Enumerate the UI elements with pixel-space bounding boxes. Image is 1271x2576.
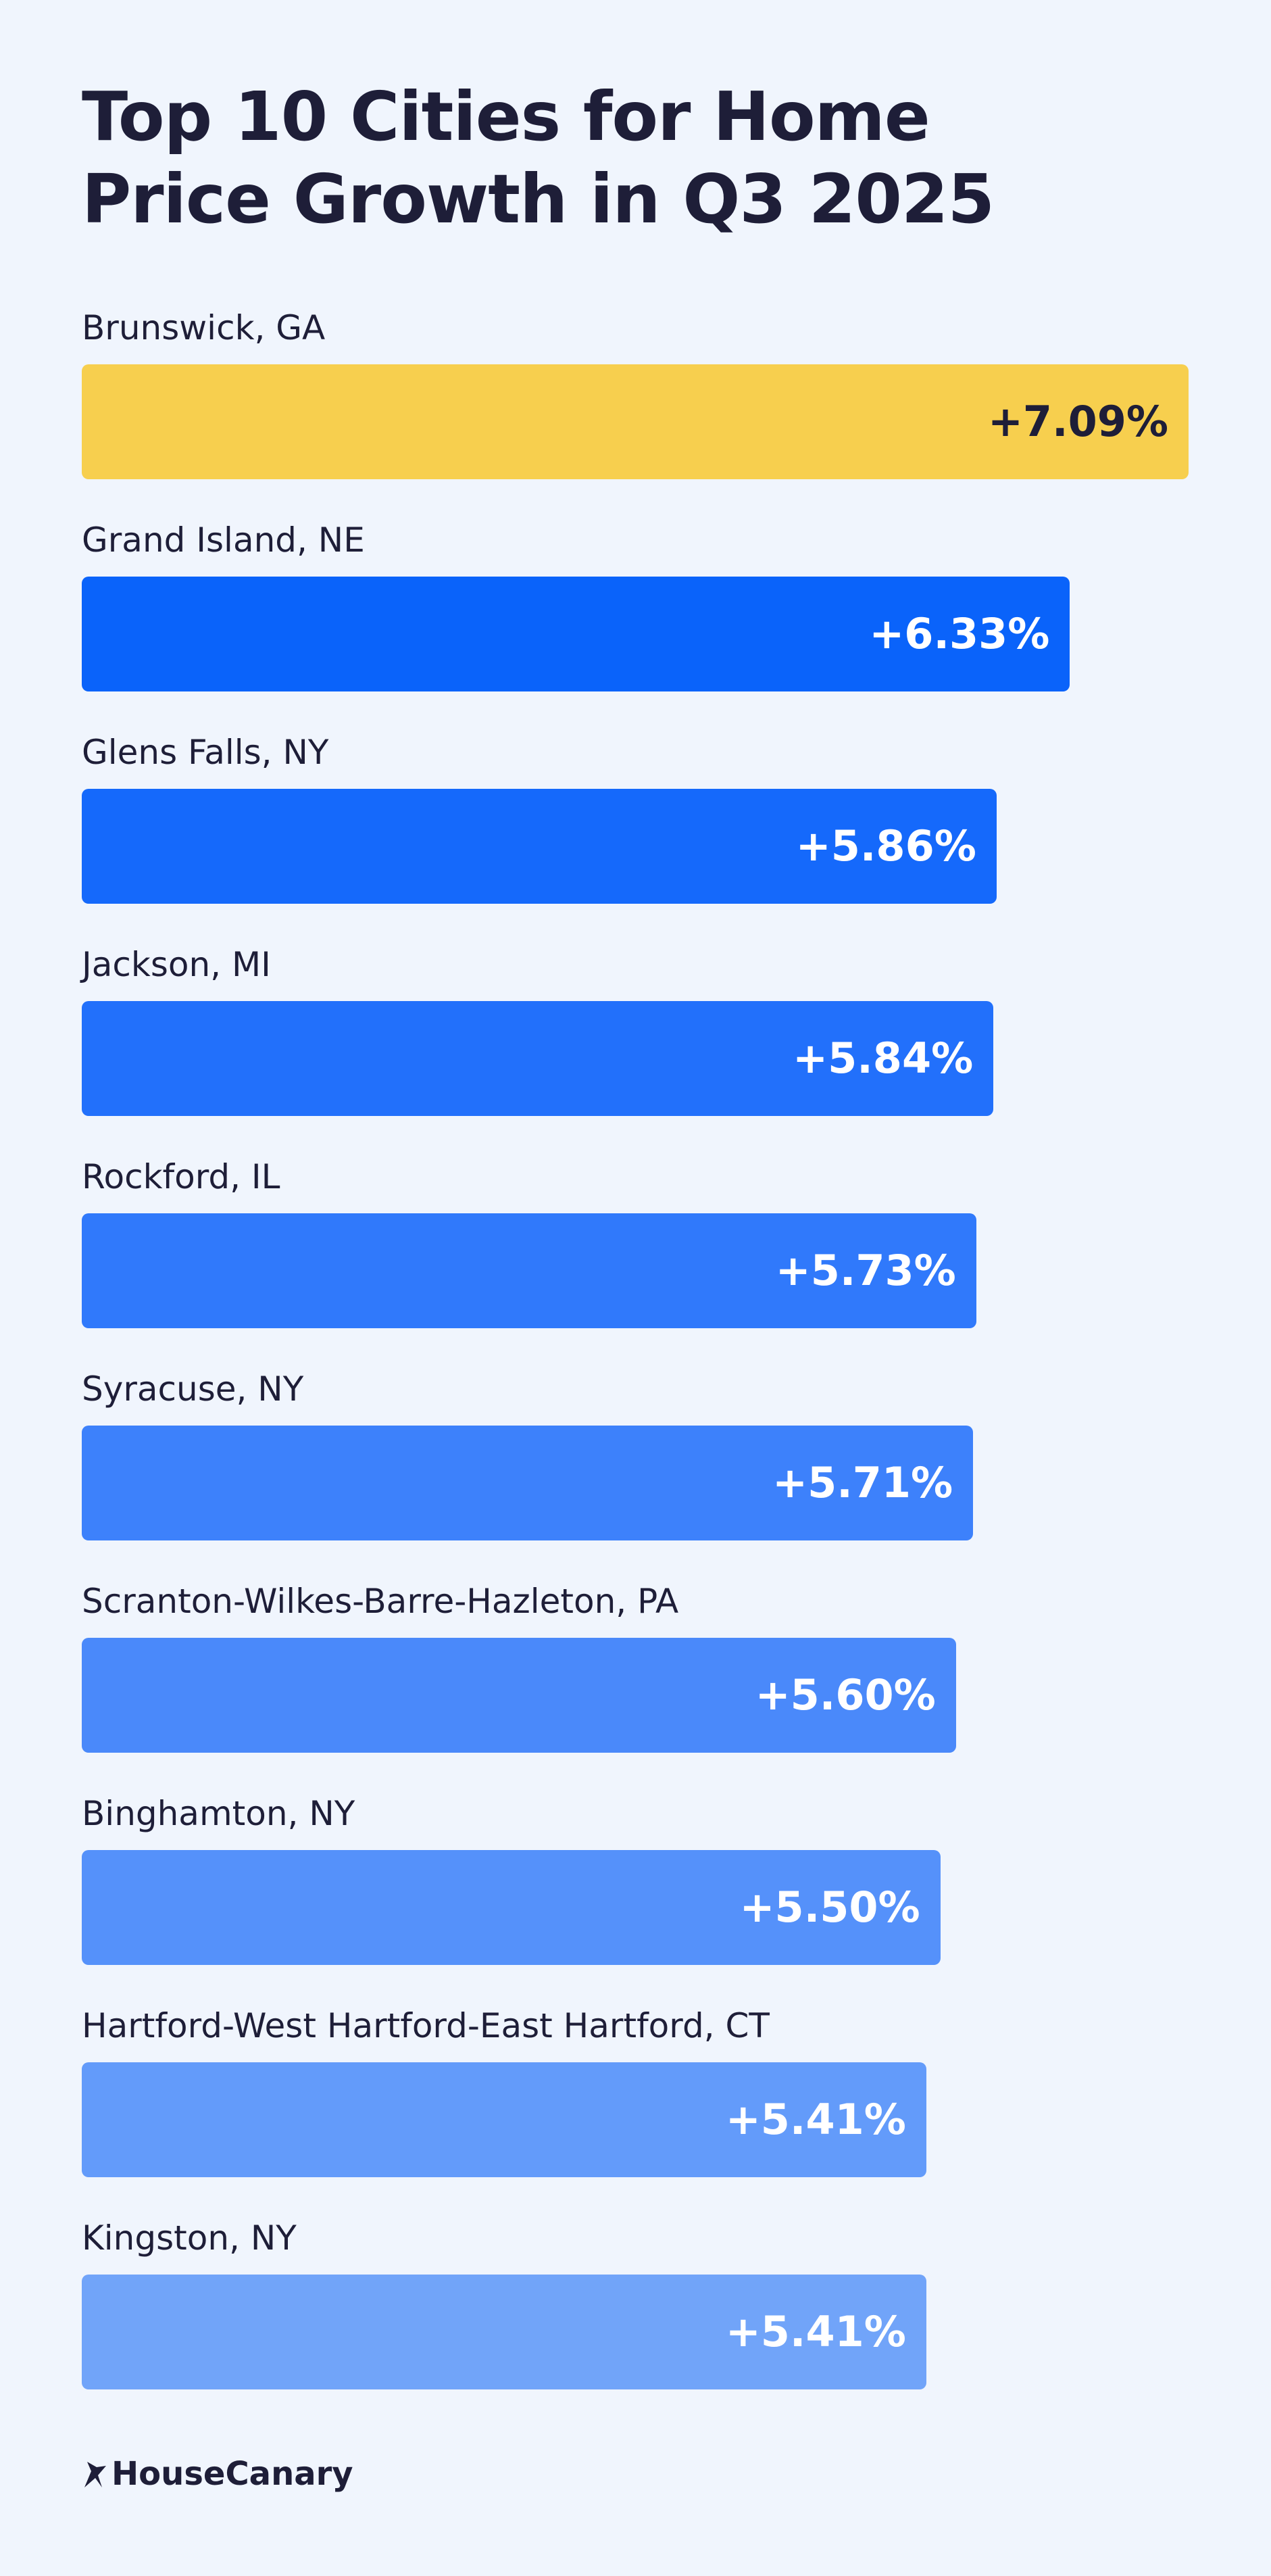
category-label: Scranton-Wilkes-Barre-Hazleton, PA	[82, 1582, 679, 1621]
value-label: +5.84%	[793, 1034, 974, 1083]
category-label: Syracuse, NY	[82, 1369, 304, 1409]
bar	[82, 2062, 926, 2177]
brand: HouseCanary	[111, 2455, 353, 2493]
bar	[82, 2275, 926, 2389]
category-label: Brunswick, GA	[82, 308, 326, 347]
category-label: Glens Falls, NY	[82, 733, 329, 772]
category-label: Hartford-West Hartford-East Hartford, CT	[82, 2006, 770, 2045]
value-label: +5.73%	[775, 1246, 956, 1295]
value-label: +5.41%	[725, 2307, 906, 2356]
value-label: +7.09%	[987, 397, 1168, 446]
bar	[82, 789, 997, 904]
brand-icon	[84, 2462, 106, 2487]
category-label: Jackson, MI	[82, 945, 271, 984]
category-label: Grand Island, NE	[82, 520, 365, 560]
category-label: Binghamton, NY	[82, 1794, 355, 1833]
chart-title: Top 10 Cities for Home Price Growth in Q…	[82, 77, 995, 239]
bar	[82, 577, 1070, 691]
value-label: +5.86%	[795, 821, 976, 871]
bar	[82, 1426, 974, 1540]
value-label: +5.71%	[772, 1458, 953, 1507]
value-label: +5.60%	[755, 1670, 936, 1720]
category-label: Kingston, NY	[82, 2218, 297, 2258]
bar	[82, 1850, 941, 1965]
bar	[82, 364, 1189, 479]
value-label: +5.50%	[739, 1882, 920, 1932]
value-label: +5.41%	[725, 2095, 906, 2144]
category-label: Rockford, IL	[82, 1157, 280, 1196]
bar	[82, 1001, 994, 1116]
bar	[82, 1638, 956, 1753]
bar	[82, 1213, 976, 1328]
value-label: +6.33%	[869, 609, 1050, 658]
